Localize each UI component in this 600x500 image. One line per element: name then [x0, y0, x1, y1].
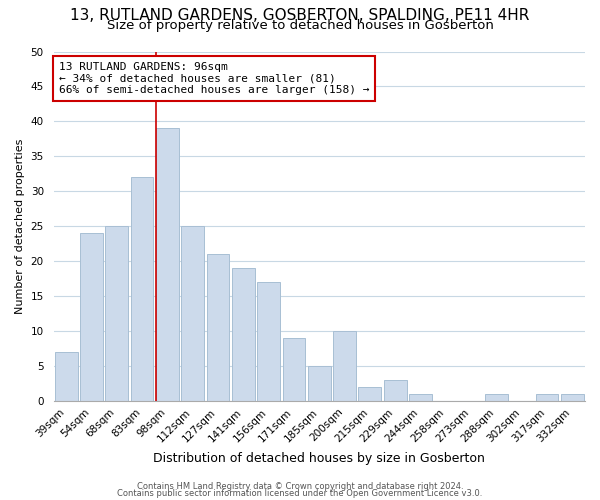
- Bar: [384, 380, 407, 400]
- X-axis label: Distribution of detached houses by size in Gosberton: Distribution of detached houses by size …: [154, 452, 485, 465]
- Bar: [80, 233, 103, 400]
- Y-axis label: Number of detached properties: Number of detached properties: [15, 138, 25, 314]
- Bar: [206, 254, 229, 400]
- Bar: [333, 330, 356, 400]
- Bar: [232, 268, 255, 400]
- Text: Size of property relative to detached houses in Gosberton: Size of property relative to detached ho…: [107, 19, 493, 32]
- Text: 13, RUTLAND GARDENS, GOSBERTON, SPALDING, PE11 4HR: 13, RUTLAND GARDENS, GOSBERTON, SPALDING…: [70, 8, 530, 22]
- Bar: [156, 128, 179, 400]
- Bar: [561, 394, 584, 400]
- Bar: [257, 282, 280, 401]
- Bar: [106, 226, 128, 400]
- Bar: [485, 394, 508, 400]
- Bar: [55, 352, 77, 401]
- Bar: [283, 338, 305, 400]
- Bar: [131, 177, 154, 400]
- Bar: [308, 366, 331, 400]
- Text: 13 RUTLAND GARDENS: 96sqm
← 34% of detached houses are smaller (81)
66% of semi-: 13 RUTLAND GARDENS: 96sqm ← 34% of detac…: [59, 62, 370, 95]
- Bar: [536, 394, 559, 400]
- Text: Contains public sector information licensed under the Open Government Licence v3: Contains public sector information licen…: [118, 488, 482, 498]
- Text: Contains HM Land Registry data © Crown copyright and database right 2024.: Contains HM Land Registry data © Crown c…: [137, 482, 463, 491]
- Bar: [181, 226, 204, 400]
- Bar: [358, 386, 381, 400]
- Bar: [409, 394, 432, 400]
